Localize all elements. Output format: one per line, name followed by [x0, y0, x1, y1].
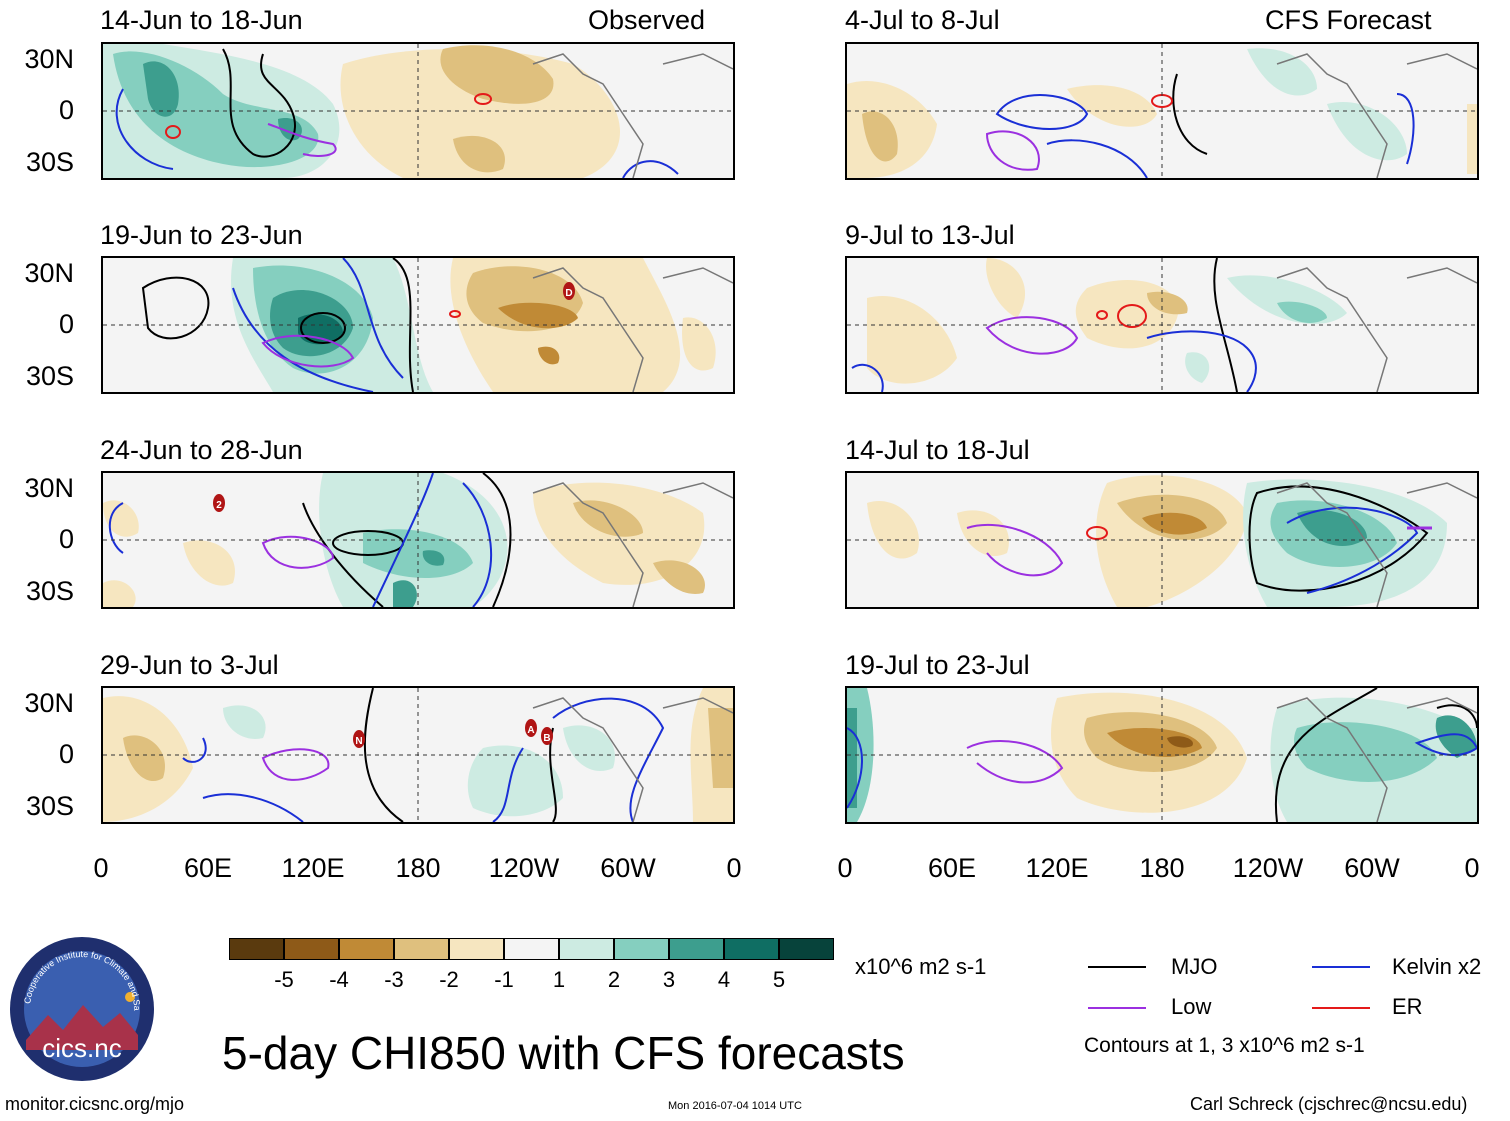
lat-label-30n: 30N [24, 44, 74, 74]
colorbar-tick: -3 [384, 967, 404, 992]
lat-label-30n: 30N [24, 258, 74, 288]
main-title: 5-day CHI850 with CFS forecasts [222, 1027, 905, 1079]
svg-text:A: A [527, 725, 534, 736]
colorbar-tick: -2 [439, 967, 459, 992]
colorbar-units: x10^6 m2 s-1 [855, 954, 987, 979]
lon-label-60w: 60W [1344, 853, 1400, 883]
map-panel-observed-1 [101, 42, 735, 180]
lat-label-30s: 30S [25, 576, 74, 606]
colorbar-tick: -1 [494, 967, 514, 992]
panel-1-label: Observed [588, 5, 706, 35]
colorbar [229, 938, 834, 960]
lon-label-60w: 60W [600, 853, 656, 883]
colorbar-tick: 2 [607, 967, 621, 992]
colorbar-swatch [284, 938, 339, 960]
colorbar-tick: 1 [552, 967, 566, 992]
colorbar-tick: 4 [717, 967, 731, 992]
map-panel-forecast-1 [845, 42, 1479, 180]
lat-label-30n: 30N [24, 688, 74, 718]
lat-label-30s: 30S [25, 147, 74, 177]
legend-line-low [1088, 1007, 1146, 1009]
lat-label-eq: 0 [58, 739, 74, 769]
footer-author: Carl Schreck (cjschrec@ncsu.edu) [1190, 1094, 1468, 1114]
panel-3-period: 19-Jun to 23-Jun [100, 220, 303, 250]
panel-7-period: 29-Jun to 3-Jul [100, 650, 279, 680]
cics-logo: Cooperative Institute for Climate and Sa… [5, 927, 156, 1083]
lon-label-120e: 120E [1025, 853, 1089, 883]
colorbar-swatch [669, 938, 724, 960]
colorbar-swatch [449, 938, 504, 960]
lat-label-eq: 0 [58, 95, 74, 125]
lon-label-0: 0 [1464, 853, 1480, 883]
colorbar-swatch [614, 938, 669, 960]
map-panel-forecast-3 [845, 471, 1479, 609]
map-panel-forecast-4 [845, 686, 1479, 824]
lat-label-eq: 0 [58, 309, 74, 339]
lon-label-0: 0 [837, 853, 853, 883]
lon-label-120e: 120E [281, 853, 345, 883]
colorbar-swatch [724, 938, 779, 960]
legend-label-mjo: MJO [1171, 954, 1218, 979]
map-panel-observed-4: N A B [101, 686, 735, 824]
panel-2-period: 4-Jul to 8-Jul [845, 5, 1000, 35]
footer-timestamp: Mon 2016-07-04 1014 UTC [668, 1100, 802, 1112]
cyclone-marker: B [541, 727, 553, 745]
lon-label-120w: 120W [488, 853, 560, 883]
lon-label-180: 180 [395, 853, 441, 883]
colorbar-tick: -5 [274, 967, 294, 992]
legend-line-mjo [1088, 966, 1146, 968]
cyclone-marker: D [563, 282, 575, 300]
panel-5-period: 24-Jun to 28-Jun [100, 435, 303, 465]
map-panel-forecast-2 [845, 256, 1479, 394]
colorbar-swatch [339, 938, 394, 960]
colorbar-tick: -4 [329, 967, 349, 992]
lon-label-0: 0 [93, 853, 109, 883]
colorbar-swatch [559, 938, 614, 960]
svg-text:D: D [565, 288, 572, 299]
panel-8-period: 19-Jul to 23-Jul [845, 650, 1030, 680]
colorbar-tick: 3 [662, 967, 676, 992]
cyclone-marker: 2 [213, 494, 225, 512]
colorbar-swatch [229, 938, 284, 960]
lat-label-30s: 30S [25, 791, 74, 821]
cyclone-marker: A [525, 719, 537, 737]
colorbar-swatch [504, 938, 559, 960]
legend-line-er [1312, 1007, 1370, 1009]
contours-note: Contours at 1, 3 x10^6 m2 s-1 [1084, 1034, 1365, 1057]
legend-line-kelvin [1312, 966, 1370, 968]
colorbar-swatch [779, 938, 834, 960]
colorbar-tick: 5 [772, 967, 786, 992]
lat-label-eq: 0 [58, 524, 74, 554]
lat-label-30n: 30N [24, 473, 74, 503]
legend-label-low: Low [1171, 994, 1212, 1019]
map-panel-observed-3: 2 [101, 471, 735, 609]
lon-label-60e: 60E [183, 853, 233, 883]
lon-label-120w: 120W [1232, 853, 1304, 883]
svg-text:N: N [355, 736, 362, 747]
legend-label-kelvin: Kelvin x2 [1392, 954, 1482, 979]
legend-label-er: ER [1392, 994, 1423, 1019]
cyclone-marker: N [353, 730, 365, 748]
footer-url: monitor.cicsnc.org/mjo [5, 1094, 185, 1114]
colorbar-swatch [394, 938, 449, 960]
panel-6-period: 14-Jul to 18-Jul [845, 435, 1030, 465]
lon-label-60e: 60E [927, 853, 977, 883]
lon-label-180: 180 [1139, 853, 1185, 883]
svg-text:2: 2 [216, 500, 222, 511]
svg-text:cics.nc: cics.nc [42, 1033, 121, 1063]
map-panel-observed-2: D [101, 256, 735, 394]
svg-text:B: B [543, 733, 550, 744]
lat-label-30s: 30S [25, 361, 74, 391]
panel-2-label: CFS Forecast [1265, 5, 1432, 35]
panel-4-period: 9-Jul to 13-Jul [845, 220, 1015, 250]
panel-1-period: 14-Jun to 18-Jun [100, 5, 303, 35]
lon-label-0: 0 [726, 853, 742, 883]
